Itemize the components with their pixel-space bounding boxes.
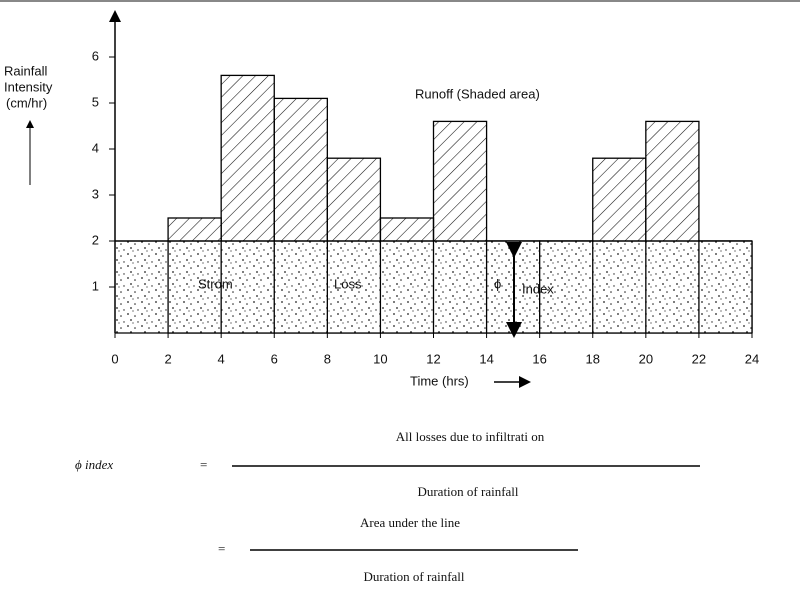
annotation: ϕ [494,276,501,291]
x-tick-label: 6 [271,351,278,366]
annotation: Runoff (Shaded area) [415,86,540,101]
y-tick-label: 1 [92,278,99,293]
y-label: (cm/hr) [6,95,47,110]
formula-numerator: Area under the line [360,515,460,530]
y-tick-label: 3 [92,186,99,201]
x-tick-label: 0 [111,351,118,366]
y-tick-label: 5 [92,94,99,109]
x-tick-label: 8 [324,351,331,366]
x-tick-label: 10 [373,351,387,366]
formula-denominator: Duration of rainfall [363,569,464,584]
formula-numerator: All losses due to infiltrati on [396,429,545,444]
x-label: Time (hrs) [410,373,469,388]
x-tick-label: 4 [218,351,225,366]
formula-eq: = [218,541,225,556]
y-tick-label: 2 [92,232,99,247]
y-label: Intensity [4,79,53,94]
x-tick-label: 22 [692,351,706,366]
annotation: Loss [334,276,362,291]
formula-denominator: Duration of rainfall [417,484,518,499]
annotation: Strom [198,276,233,291]
top-border [0,0,800,2]
y-label: Rainfall [4,63,47,78]
x-tick-label: 14 [479,351,493,366]
formula-lhs: ϕ index [75,457,113,472]
y-tick-label: 6 [92,48,99,63]
x-tick-label: 12 [426,351,440,366]
x-tick-label: 2 [164,351,171,366]
x-tick-label: 24 [745,351,759,366]
x-tick-label: 20 [639,351,653,366]
annotation: Index [522,281,554,296]
x-tick-label: 16 [532,351,546,366]
y-tick-label: 4 [92,140,99,155]
formula-eq: = [200,457,207,472]
x-tick-label: 18 [586,351,600,366]
